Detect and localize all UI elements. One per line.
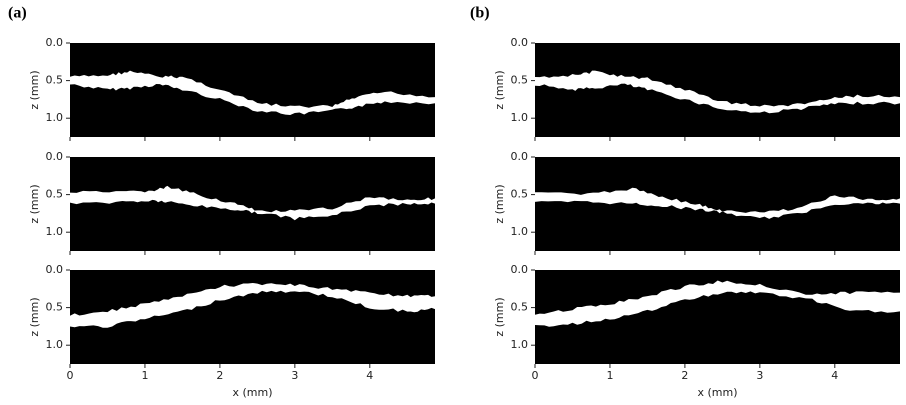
y-tick-label: 0.5 <box>511 74 529 87</box>
y-tick-label: 0.5 <box>46 188 64 201</box>
crack <box>70 283 435 328</box>
image-panel <box>535 43 900 137</box>
y-tick-label: 1.0 <box>46 111 64 124</box>
crack <box>535 280 900 327</box>
x-tick-label: 2 <box>681 369 688 382</box>
y-tick-label: 0.0 <box>511 150 529 163</box>
y-tick-label: 0.0 <box>511 263 529 276</box>
crack <box>70 70 435 115</box>
x-tick-label: 1 <box>606 369 613 382</box>
x-tick-label: 0 <box>532 369 539 382</box>
y-axis-label: z (mm) <box>28 184 41 223</box>
x-tick-label: 0 <box>67 369 74 382</box>
x-tick-label: 2 <box>216 369 223 382</box>
x-tick-label: 3 <box>756 369 763 382</box>
panel-label: (a) <box>8 5 27 22</box>
x-tick-label: 1 <box>141 369 148 382</box>
y-axis-label: z (mm) <box>28 297 41 336</box>
y-tick-label: 1.0 <box>511 338 529 351</box>
x-axis-label: x (mm) <box>232 386 272 399</box>
y-axis-label: z (mm) <box>493 184 506 223</box>
y-axis-label: z (mm) <box>28 70 41 109</box>
x-tick-label: 3 <box>291 369 298 382</box>
image-panel <box>70 43 435 137</box>
y-tick-label: 0.0 <box>46 150 64 163</box>
y-tick-label: 1.0 <box>511 225 529 238</box>
y-tick-label: 1.0 <box>46 225 64 238</box>
y-tick-label: 0.5 <box>46 301 64 314</box>
y-axis-label: z (mm) <box>493 70 506 109</box>
y-tick-label: 0.5 <box>511 301 529 314</box>
panel-label: (b) <box>470 5 490 22</box>
y-tick-label: 0.0 <box>46 263 64 276</box>
y-tick-label: 0.5 <box>511 188 529 201</box>
y-axis-label: z (mm) <box>493 297 506 336</box>
y-tick-label: 0.0 <box>46 36 64 49</box>
y-tick-label: 0.5 <box>46 74 64 87</box>
y-tick-label: 0.0 <box>511 36 529 49</box>
x-tick-label: 4 <box>366 369 373 382</box>
y-tick-label: 1.0 <box>511 111 529 124</box>
crack <box>535 70 900 114</box>
crack <box>70 185 435 221</box>
x-axis-label: x (mm) <box>697 386 737 399</box>
x-tick-label: 4 <box>831 369 838 382</box>
crack <box>535 187 900 219</box>
y-tick-label: 1.0 <box>46 338 64 351</box>
